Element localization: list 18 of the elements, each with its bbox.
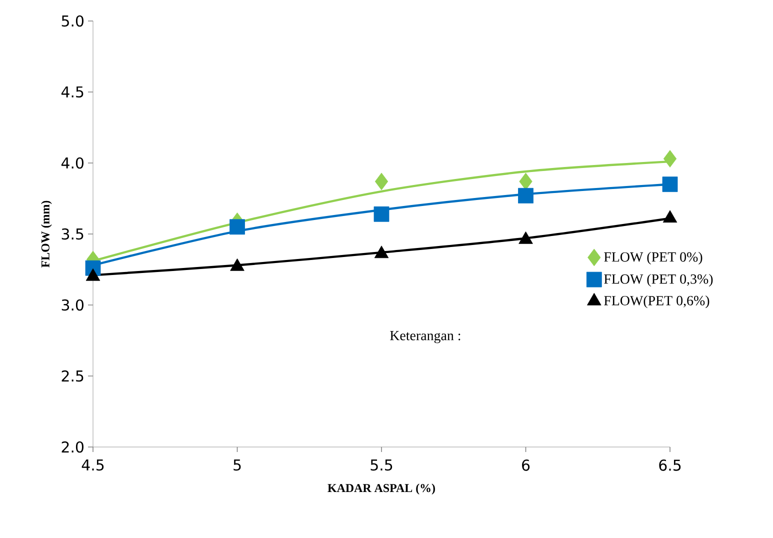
x-tick-label: 4.5	[82, 460, 104, 471]
legend-label: FLOW(PET 0,6%)	[604, 296, 710, 308]
y-tick-label: 4.5	[61, 86, 84, 98]
y-tick-label: 5.0	[62, 15, 84, 27]
y-axis-title: FLOW (mm)	[41, 200, 52, 268]
x-tick-label: 6	[522, 460, 530, 471]
y-tick-label: 2.5	[62, 370, 84, 382]
y-tick-label: 2.0	[62, 441, 84, 453]
y-tick-label: 4.0	[61, 157, 84, 169]
x-tick-label: 5.5	[370, 460, 392, 471]
x-tick-label: 5	[234, 460, 241, 471]
y-tick-label: 3.0	[62, 299, 84, 311]
legend-label: FLOW (PET 0%)	[604, 252, 702, 265]
legend-label: FLOW (PET 0,3%)	[604, 274, 713, 287]
x-axis-title: KADAR ASPAL (%)	[328, 484, 435, 495]
y-tick-label: 3.5	[62, 228, 84, 240]
x-tick-label: 6.5	[659, 460, 681, 471]
annotation: Keterangan :	[390, 331, 460, 344]
